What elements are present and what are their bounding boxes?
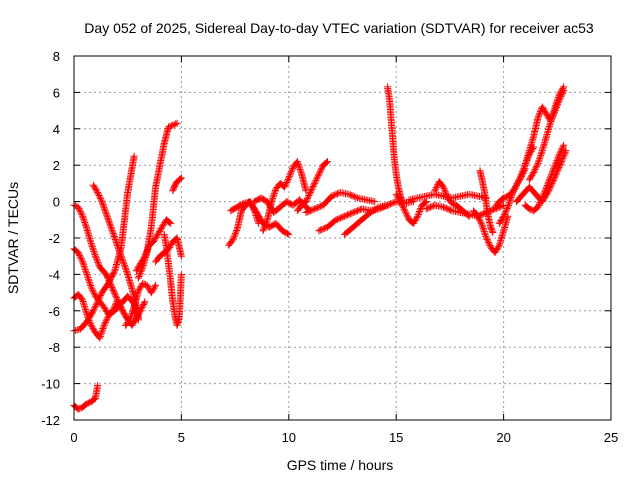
series-arc-26 [470,207,512,257]
y-tick-label: -8 [48,340,60,355]
data-point-markers [134,119,181,282]
data-point-markers [525,83,568,184]
data-point-markers [122,280,160,329]
axis-ticks [73,55,612,421]
series-arc-22 [392,190,430,227]
x-tick-label: 20 [496,430,510,445]
data-point-markers [513,147,570,206]
data-point-markers [405,190,490,204]
x-tick-label: 5 [178,430,185,445]
series-arc-17 [293,158,331,215]
series-arc-16 [259,158,310,235]
data-point-markers [169,174,185,195]
y-tick-label: -2 [48,231,60,246]
x-tick-label: 25 [604,430,618,445]
y-tick-label: 0 [53,195,60,210]
series-arc-25 [431,178,473,220]
series-arc-21 [384,83,407,206]
series-arc-09 [134,119,181,282]
series-arc-11 [160,230,185,329]
series-arc-27 [476,167,497,236]
series-arc-23 [405,190,490,204]
x-axis-tick-labels: 0 5 10 15 20 25 [70,430,618,445]
data-point-markers [495,143,538,227]
x-tick-label: 15 [389,430,403,445]
data-point-markers [392,190,430,227]
y-tick-label: 6 [53,85,60,100]
y-tick-label: -10 [41,377,60,392]
data-point-markers [160,230,185,329]
data-point-markers [384,83,407,206]
series-arc-05 [70,381,102,413]
y-axis-tick-labels: -12 -10 -8 -6 -4 -2 0 2 4 6 8 [41,49,60,428]
data-point-markers [293,158,331,215]
y-tick-label: -4 [48,267,60,282]
y-tick-label: 2 [53,158,60,173]
data-series [70,83,570,413]
y-tick-label: -6 [48,304,60,319]
y-tick-label: 8 [53,49,60,64]
series-arc-12 [169,174,185,195]
chart-title: Day 052 of 2025, Sidereal Day-to-day VTE… [84,20,594,36]
series-arc-29 [495,143,538,227]
x-tick-label: 0 [70,430,77,445]
data-point-markers [302,189,379,216]
x-tick-label: 10 [282,430,296,445]
x-axis-label: GPS time / hours [287,457,394,473]
data-point-markers [470,207,512,257]
data-point-markers [70,381,102,413]
series-arc-20 [341,198,417,238]
data-point-markers [476,167,497,236]
series-arc-18 [302,189,379,216]
data-point-markers [259,158,310,235]
y-tick-label: -12 [41,413,60,428]
data-point-markers [431,178,473,220]
data-point-markers [341,198,417,238]
y-tick-label: 4 [53,122,60,137]
series-arc-07 [122,280,160,329]
series-arc-33 [513,147,570,206]
series-arc-31 [525,83,568,184]
y-axis-label: SDTVAR / TECUs [5,182,21,294]
grid-lines [74,56,611,420]
